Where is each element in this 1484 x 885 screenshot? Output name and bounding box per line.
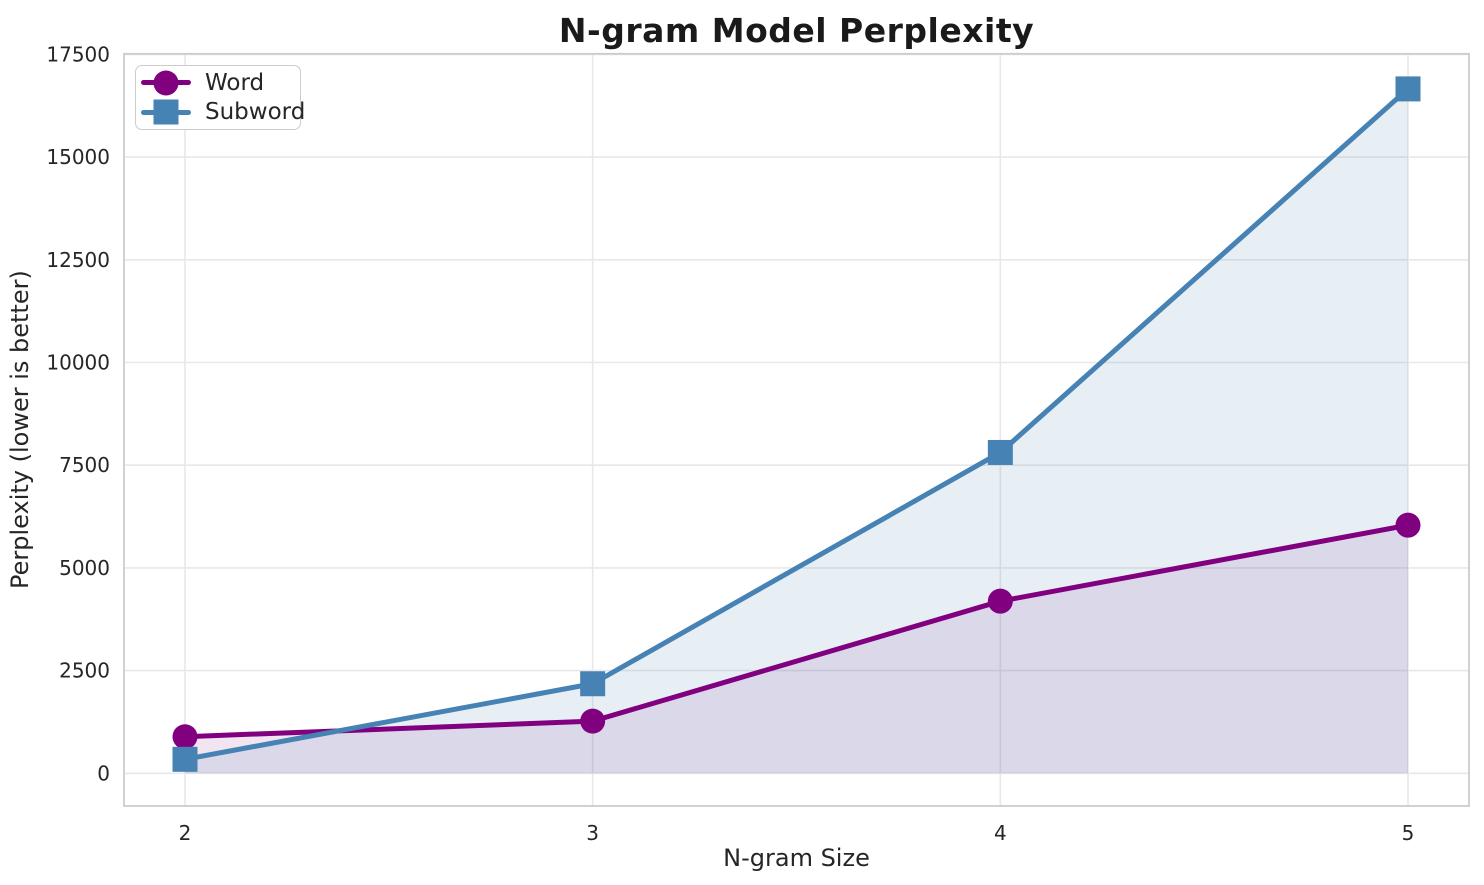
legend: Word Subword bbox=[135, 65, 305, 130]
y-tick-label: 17500 bbox=[46, 42, 110, 66]
plot-border bbox=[123, 52, 1470, 807]
x-axis-label: N-gram Size bbox=[723, 844, 870, 872]
legend-item-word: Word bbox=[141, 68, 300, 98]
y-tick-label: 5000 bbox=[59, 556, 110, 580]
x-tick-label: 3 bbox=[586, 821, 599, 845]
data-point-word bbox=[580, 708, 606, 734]
data-point-subword bbox=[987, 439, 1013, 465]
subword-marker-icon bbox=[141, 98, 191, 126]
legend-item-subword: Subword bbox=[141, 98, 305, 128]
area-fill-subword bbox=[185, 88, 1409, 774]
data-point-subword bbox=[580, 671, 606, 697]
x-tick-label: 2 bbox=[179, 821, 192, 845]
data-point-word bbox=[987, 588, 1013, 614]
area-fill-word bbox=[185, 525, 1409, 774]
y-tick-label: 10000 bbox=[46, 351, 110, 375]
y-tick-label: 12500 bbox=[46, 248, 110, 272]
y-tick-label: 7500 bbox=[59, 453, 110, 477]
data-point-subword bbox=[172, 746, 198, 772]
data-point-word bbox=[172, 724, 198, 750]
x-tick-label: 5 bbox=[1402, 821, 1415, 845]
y-axis-label: Perplexity (lower is better) bbox=[6, 270, 34, 589]
chart-title: N-gram Model Perplexity bbox=[558, 11, 1035, 50]
word-marker-icon bbox=[141, 69, 191, 97]
series-line-subword bbox=[182, 86, 1411, 762]
y-tick-label: 0 bbox=[97, 761, 110, 785]
legend-label-word: Word bbox=[205, 69, 265, 96]
x-tick-label: 4 bbox=[994, 821, 1007, 845]
legend-label-subword: Subword bbox=[205, 99, 306, 126]
data-point-word bbox=[1395, 512, 1421, 538]
data-point-subword bbox=[1395, 76, 1421, 102]
y-tick-label: 2500 bbox=[59, 659, 110, 683]
series-line-word bbox=[182, 522, 1411, 740]
y-tick-label: 15000 bbox=[46, 145, 110, 169]
